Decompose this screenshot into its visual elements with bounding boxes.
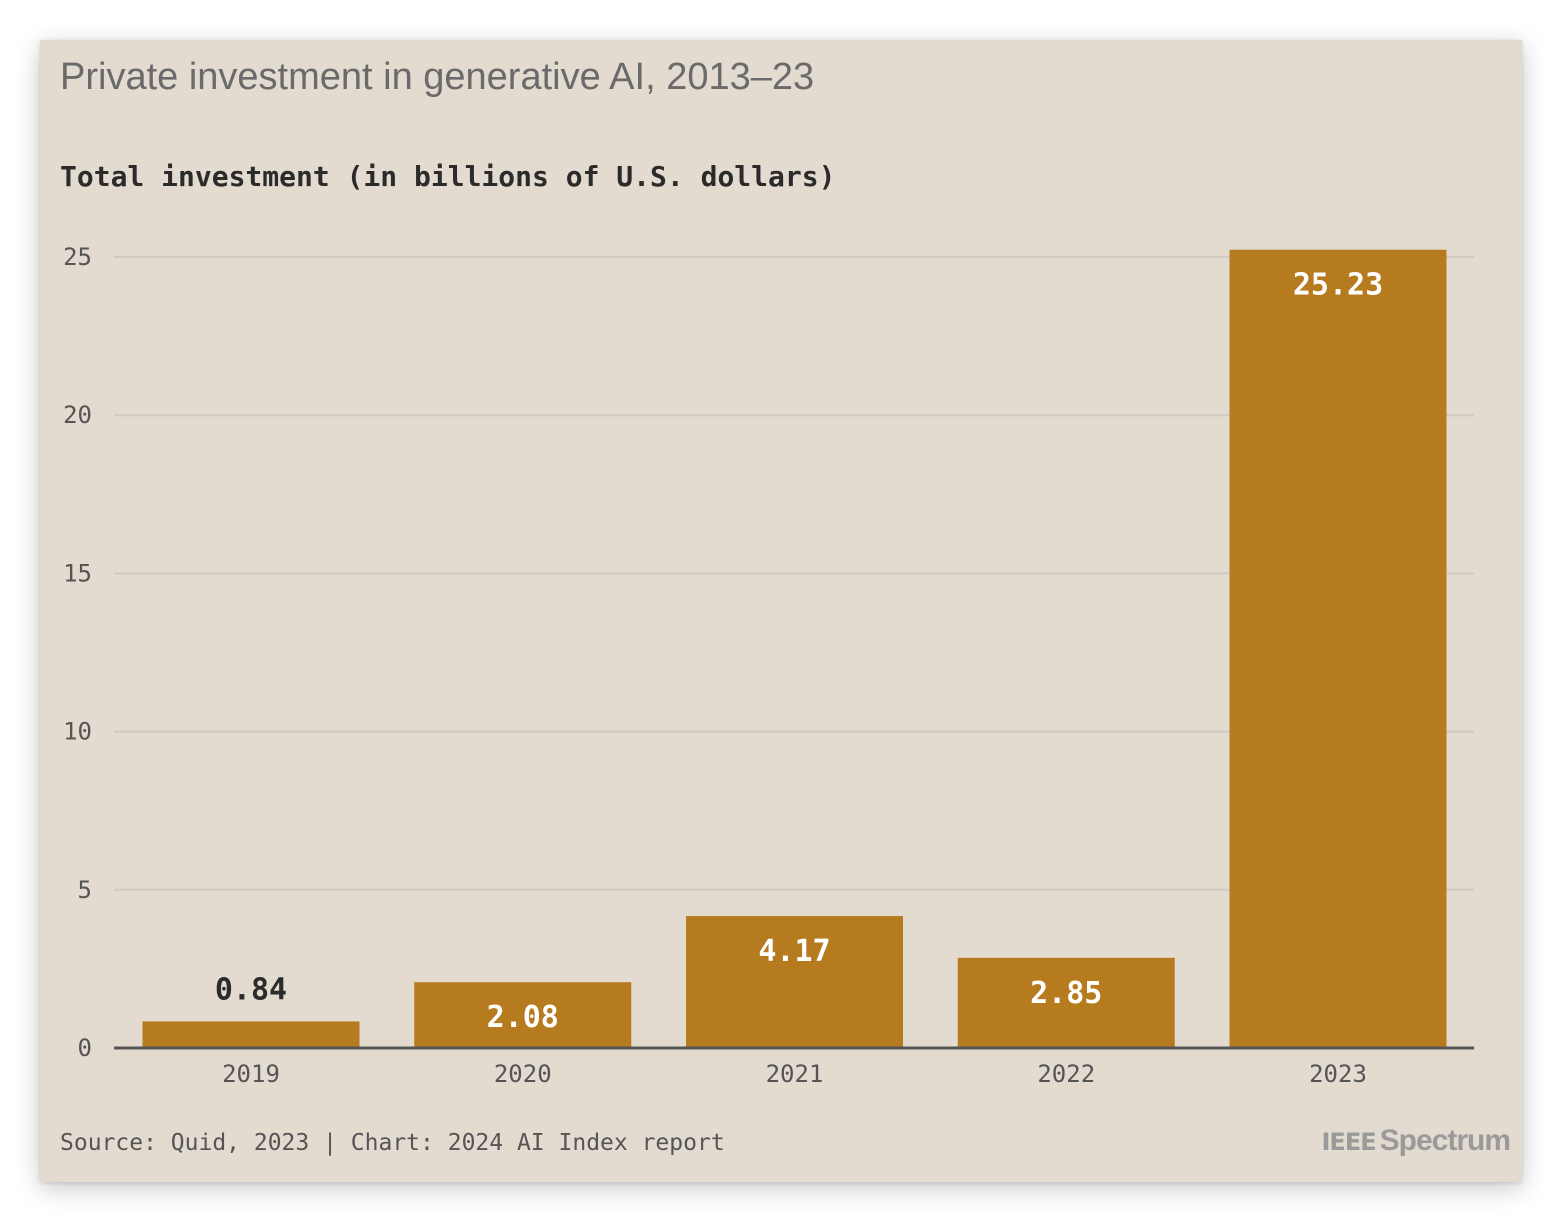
x-tick-label: 2020 [494, 1060, 552, 1088]
bar-2021 [686, 916, 903, 1048]
bar-2022 [957, 957, 1175, 1048]
x-tick-label: 2021 [766, 1060, 824, 1088]
y-tick-label: 0 [78, 1034, 92, 1062]
bar-value-label: 0.84 [215, 972, 287, 1007]
x-tick-label: 2023 [1309, 1060, 1367, 1088]
bar-value-label: 25.23 [1293, 268, 1383, 303]
y-tick-label: 20 [63, 401, 92, 429]
bar-value-labels: 0.84 2.08 4.17 2.85 25.23 [215, 268, 1383, 1035]
y-tick-label: 15 [63, 559, 92, 587]
x-tick-label: 2019 [222, 1060, 280, 1088]
source-note: Source: Quid, 2023 | Chart: 2024 AI Inde… [60, 1130, 725, 1156]
chart-card: Private investment in generative AI, 201… [40, 40, 1522, 1182]
y-axis-ticks: 0 5 10 15 20 25 [63, 243, 92, 1062]
x-tick-label: 2022 [1037, 1060, 1095, 1088]
logo-ieee-text: IEEE [1321, 1128, 1377, 1156]
y-tick-label: 5 [78, 876, 92, 904]
y-tick-label: 25 [63, 243, 92, 271]
bar-value-label: 2.08 [487, 1000, 559, 1035]
logo-spectrum-text: Spectrum [1379, 1124, 1511, 1157]
y-tick-label: 10 [63, 718, 92, 746]
bar-value-label: 2.85 [1030, 976, 1102, 1011]
bar-2023 [1229, 249, 1447, 1049]
bar-2019 [142, 1021, 360, 1048]
chart-title: Private investment in generative AI, 201… [60, 56, 815, 98]
bar-chart: 0 5 10 15 20 25 2019 2020 2021 2022 2023 0.84 2.08… [63, 243, 1474, 1088]
bar-value-label: 4.17 [758, 934, 830, 969]
bar-2020 [414, 982, 632, 1048]
x-axis-ticks: 2019 2020 2021 2022 2023 [114, 1046, 1474, 1088]
bars [142, 249, 1447, 1049]
chart-subtitle: Total investment (in billions of U.S. do… [60, 160, 836, 193]
ieee-spectrum-logo: IEEE Spectrum [1321, 1124, 1512, 1158]
